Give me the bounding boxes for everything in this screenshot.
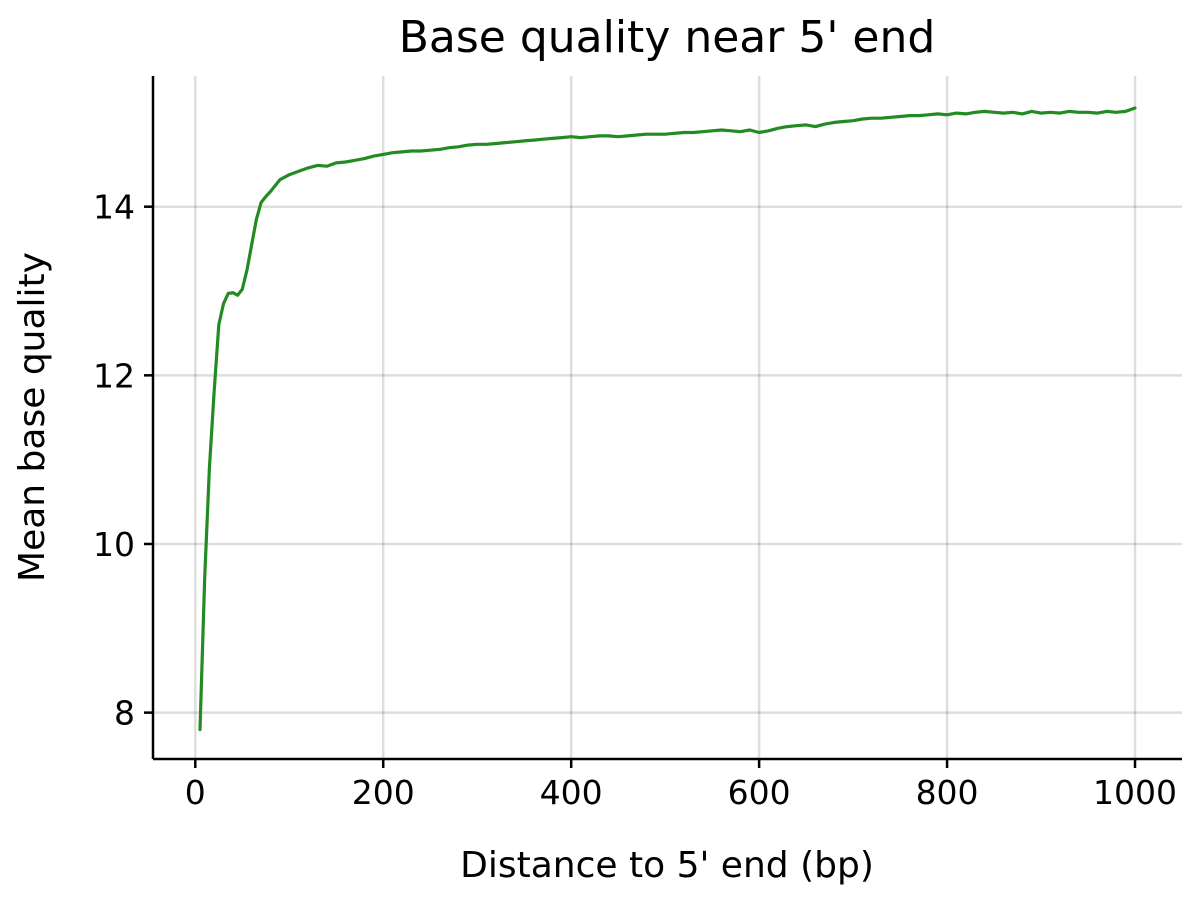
x-axis-label: Distance to 5' end (bp) [460, 845, 874, 886]
x-tick-label: 400 [540, 773, 603, 812]
y-tick-label: 8 [114, 694, 135, 733]
x-tick-label: 1000 [1093, 773, 1177, 812]
x-tick-label: 800 [916, 773, 979, 812]
series-line [198, 106, 1137, 732]
y-tick-label: 14 [93, 188, 135, 227]
x-axis-ticks: 0 200 400 600 800 1000 [185, 759, 1177, 812]
y-tick-label: 12 [93, 356, 135, 395]
x-tick-label: 600 [728, 773, 791, 812]
plot-area [198, 106, 1137, 732]
y-tick-label: 10 [93, 525, 135, 564]
x-tick-label: 0 [185, 773, 206, 812]
x-tick-label: 200 [352, 773, 415, 812]
chart-title: Base quality near 5' end [399, 12, 936, 63]
y-axis-label: Mean base quality [12, 252, 53, 582]
y-axis-ticks: 8 10 12 14 [93, 188, 153, 733]
gridlines [153, 76, 1182, 759]
